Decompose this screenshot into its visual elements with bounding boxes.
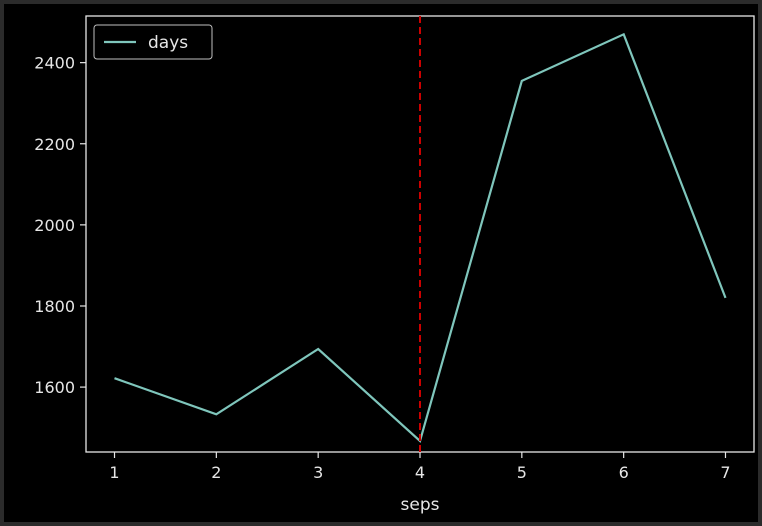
plot-frame [85,15,755,453]
x-tick-label: 1 [109,463,119,482]
y-tick-label: 2400 [34,54,75,73]
x-tick-label: 2 [211,463,221,482]
y-tick-label: 2200 [34,135,75,154]
y-tick-label: 1600 [34,378,75,397]
legend-box [93,24,213,60]
chart-figure: 1 2 3 4 5 6 7 1600 1800 2000 2200 2400 seps days [4,4,758,522]
x-tick-label: 5 [517,463,527,482]
y-tick-label: 2000 [34,216,75,235]
x-tick-label: 7 [720,463,730,482]
x-tick-label: 3 [313,463,323,482]
series-line-days [114,32,727,444]
line-chart: 1 2 3 4 5 6 7 1600 1800 2000 2200 2400 seps days [34,15,755,515]
legend-label: days [148,33,188,53]
x-tick-label: 4 [415,463,425,482]
x-tick-label: 6 [619,463,629,482]
y-tick-label: 1800 [34,297,75,316]
x-axis-label: seps [401,495,440,515]
